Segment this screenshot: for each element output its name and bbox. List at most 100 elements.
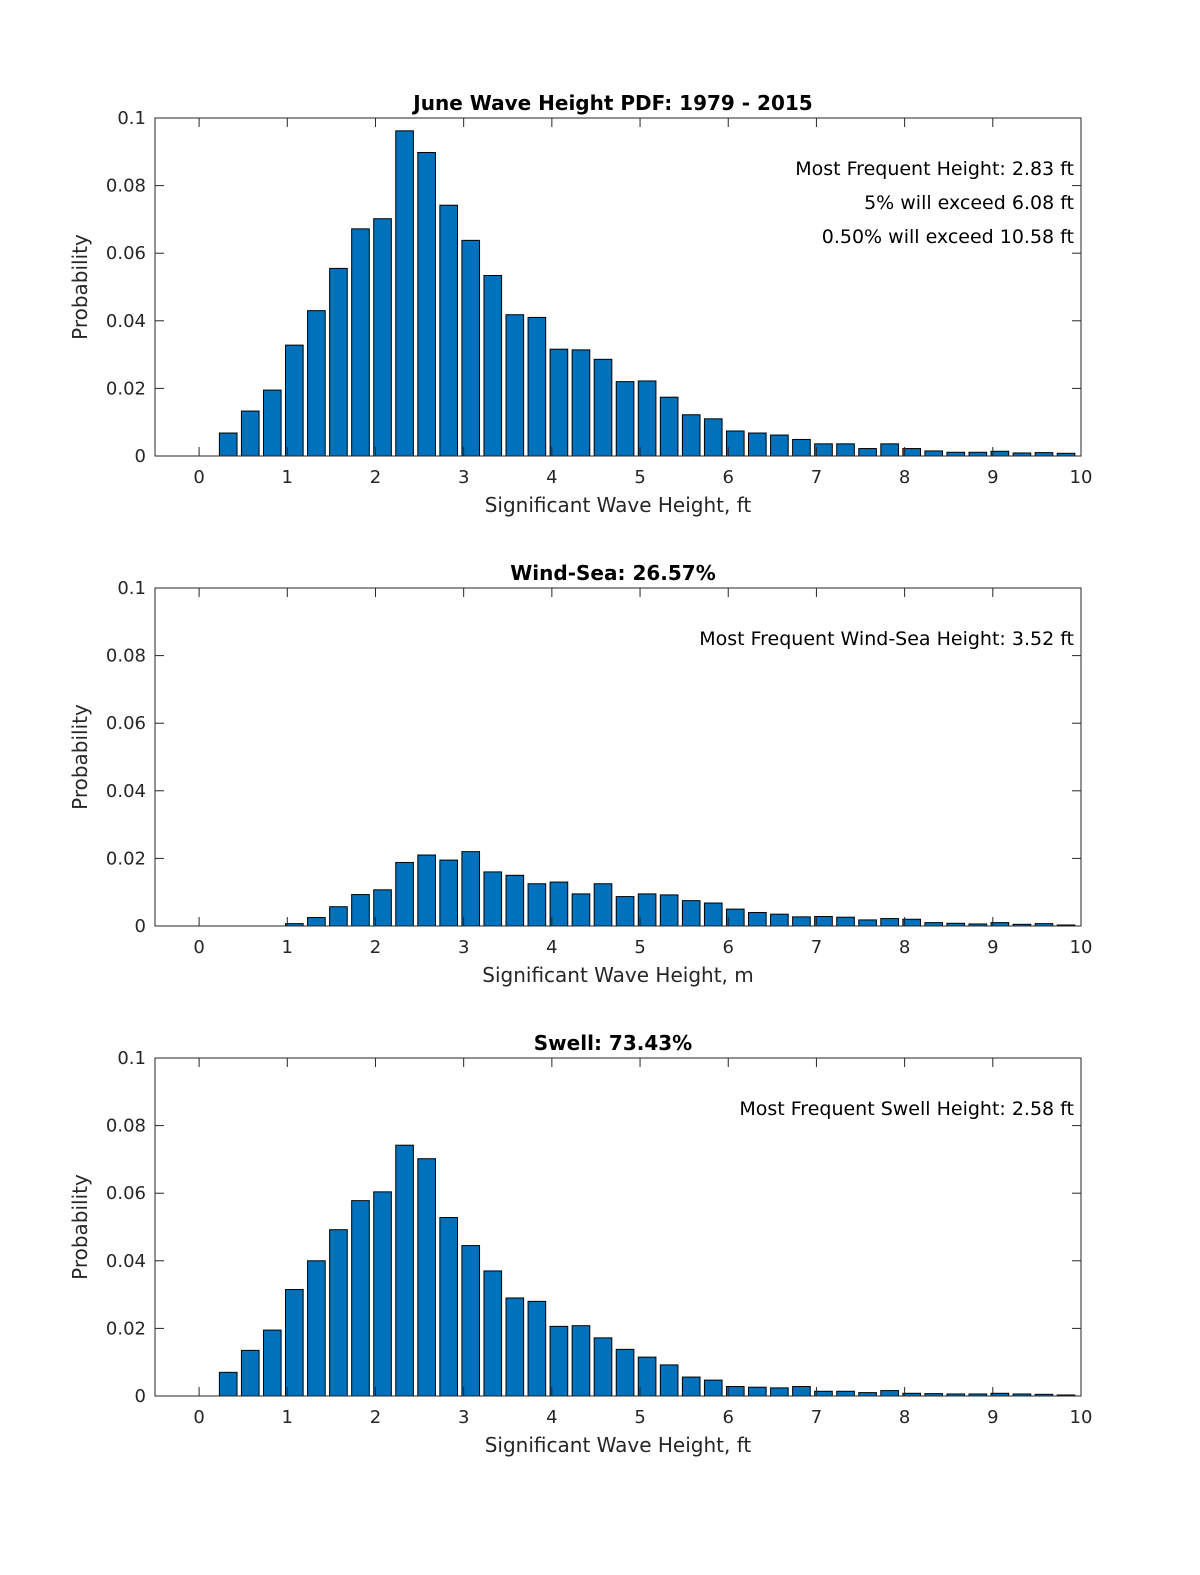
x-tick-label: 10 [1070, 467, 1093, 488]
y-axis-label: Probability [68, 704, 92, 810]
bar [505, 314, 525, 457]
bar [703, 902, 723, 927]
bar [748, 1386, 767, 1397]
bar [417, 1158, 436, 1397]
bar [285, 1289, 304, 1397]
bar [880, 443, 899, 457]
annotation-text: Most Frequent Height: 2.83 ft [795, 158, 1074, 180]
x-tick-label: 9 [987, 937, 998, 958]
bar [858, 448, 877, 457]
bar [527, 1300, 547, 1397]
bar [395, 861, 414, 927]
x-tick-label: 1 [282, 937, 293, 958]
bar [549, 348, 569, 457]
axes-box [154, 1057, 1082, 1397]
bar [240, 1349, 260, 1397]
bar [593, 1337, 613, 1397]
bar [814, 916, 833, 927]
bar [659, 894, 679, 927]
bar [439, 859, 458, 927]
bar [351, 1200, 370, 1397]
bar [792, 1386, 811, 1397]
bar [880, 1390, 899, 1397]
y-tick-label: 0.1 [117, 578, 146, 599]
bar [880, 918, 899, 927]
bar [770, 913, 789, 927]
y-tick-label: 0.1 [117, 1048, 146, 1069]
bar [461, 239, 481, 457]
bar [637, 893, 657, 927]
bar [814, 1390, 833, 1397]
bar [792, 916, 811, 927]
bar [968, 451, 988, 457]
annotation-text: Most Frequent Wind-Sea Height: 3.52 ft [699, 628, 1074, 650]
bar [262, 1329, 282, 1397]
bar [924, 922, 944, 927]
x-tick-label: 3 [458, 937, 469, 958]
x-tick-label: 2 [370, 937, 381, 958]
bar [681, 900, 701, 927]
x-tick-label: 6 [723, 1407, 734, 1428]
chart-panel-3: 0 1 2 3 4 5 6 7 8 9 10 0 0.02 0.04 0.06 0.08 0.1 Swell: 7… [68, 1031, 1092, 1457]
bar [924, 450, 944, 457]
y-tick-label: 0.04 [106, 311, 146, 332]
x-tick-label: 1 [282, 1407, 293, 1428]
bar [571, 893, 591, 927]
x-tick-label: 9 [987, 467, 998, 488]
x-tick-label: 0 [193, 1407, 204, 1428]
y-tick-label: 0 [135, 446, 146, 467]
annotation-text: 5% will exceed 6.08 ft [864, 192, 1074, 214]
bar [593, 883, 613, 927]
bar [858, 1392, 877, 1397]
bar [218, 432, 238, 457]
bar [351, 228, 370, 457]
annotation-text: Most Frequent Swell Height: 2.58 ft [739, 1098, 1074, 1120]
bar [681, 414, 701, 457]
bar [659, 1364, 679, 1397]
y-tick-label: 0.04 [106, 1251, 146, 1272]
bar [770, 434, 789, 457]
bar [725, 1386, 745, 1397]
chart-title: Swell: 73.43% [534, 1031, 692, 1055]
bar [990, 450, 1010, 457]
bar [483, 871, 503, 927]
x-tick-label: 7 [811, 937, 822, 958]
x-tick-label: 4 [546, 1407, 557, 1428]
bar [417, 854, 436, 927]
y-tick-label: 0 [135, 916, 146, 937]
bar [439, 1217, 458, 1397]
bar [549, 881, 569, 927]
x-tick-label: 6 [723, 937, 734, 958]
x-tick-label: 0 [193, 467, 204, 488]
x-tick-label: 1 [282, 467, 293, 488]
bar [461, 1245, 481, 1397]
y-tick-label: 0.06 [106, 713, 146, 734]
bar [483, 275, 503, 457]
bar [836, 1390, 855, 1397]
bar [417, 151, 436, 457]
x-tick-label: 5 [634, 937, 645, 958]
y-tick-label: 0.08 [106, 176, 146, 197]
bar [946, 451, 966, 457]
x-tick-label: 0 [193, 937, 204, 958]
bar [373, 1191, 392, 1397]
x-tick-label: 10 [1070, 937, 1093, 958]
bar [990, 922, 1010, 927]
bar [285, 344, 304, 457]
bar [770, 1387, 789, 1397]
x-tick-label: 10 [1070, 1407, 1093, 1428]
y-tick-label: 0 [135, 1386, 146, 1407]
x-tick-label: 2 [370, 467, 381, 488]
chart-panel-2: 0 1 2 3 4 5 6 7 8 9 10 0 0.02 0.04 0.06 0.08 0.1 Wind-Sea… [68, 561, 1092, 987]
bar [373, 218, 392, 457]
bar [748, 432, 767, 457]
bar [527, 883, 547, 927]
bar [725, 430, 745, 457]
bar [395, 130, 414, 457]
bar [505, 874, 525, 927]
bar [703, 418, 723, 457]
y-tick-label: 0.02 [106, 378, 146, 399]
bar [483, 1270, 503, 1397]
axes-box [154, 587, 1082, 927]
bar [549, 1325, 569, 1397]
